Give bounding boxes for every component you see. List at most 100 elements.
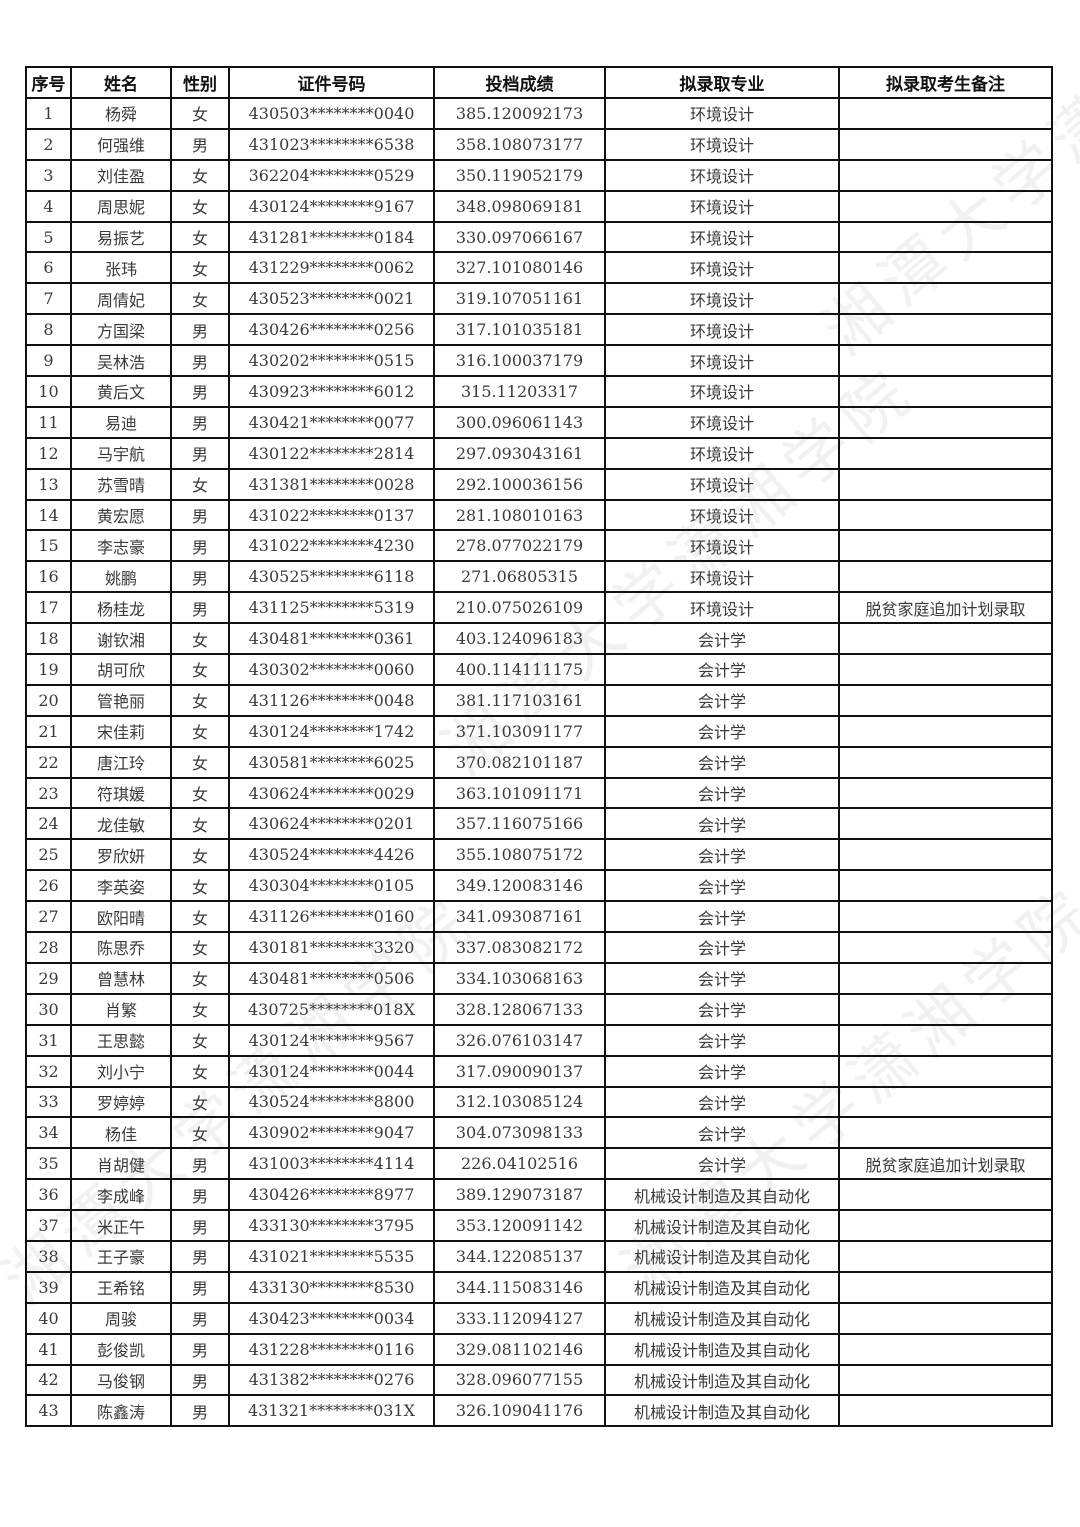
cell-remarks <box>838 158 1053 192</box>
cell-major: 会计学 <box>604 807 840 841</box>
cell-remarks <box>838 405 1053 439</box>
admission-table: 序号 姓名 性别 证件号码 投档成绩 拟录取专业 拟录取考生备注 1 杨舜女 430… <box>25 66 1053 1428</box>
cell-score: 330.097066167 <box>433 220 606 254</box>
cell-id-number: 430481********0506 <box>228 961 435 995</box>
cell-major: 会计学 <box>604 1116 840 1150</box>
cell-score: 337.083082172 <box>433 931 606 964</box>
cell-id-number: 430181********3320 <box>228 931 435 964</box>
cell-score: 363.101091171 <box>433 776 606 810</box>
cell-id-number: 431381********0028 <box>228 467 435 501</box>
cell-remarks <box>838 97 1053 130</box>
cell-name: 符琪媛 <box>70 776 172 810</box>
cell-name: 李英姿 <box>70 869 172 903</box>
cell-major: 会计学 <box>604 900 840 934</box>
cell-gender: 女 <box>170 683 230 717</box>
cell-id-number: 431126********0048 <box>228 683 435 717</box>
table-row: 35 肖胡健男 431003********4114 226.04102516 会计学脱… <box>25 1147 1053 1181</box>
cell-remarks <box>838 683 1053 717</box>
cell-major: 环境设计 <box>604 313 840 347</box>
cell-id-number: 433130********8530 <box>228 1270 435 1304</box>
cell-gender: 男 <box>170 1332 230 1366</box>
cell-id-number: 431021********5535 <box>228 1239 435 1273</box>
cell-index: 37 <box>25 1209 72 1242</box>
cell-id-number: 430624********0029 <box>228 776 435 810</box>
cell-name: 唐江玲 <box>70 745 172 779</box>
cell-remarks <box>838 776 1053 810</box>
cell-major: 机械设计制造及其自动化 <box>604 1239 840 1273</box>
table-row: 21 宋佳莉女 430124********1742 371.103091177 会计学 <box>25 714 1053 748</box>
cell-gender: 女 <box>170 1085 230 1119</box>
cell-name: 李成峰 <box>70 1178 172 1212</box>
table-row: 18 谢钦湘女 430481********0361 403.124096183 会计学 <box>25 622 1053 656</box>
cell-name: 米正午 <box>70 1209 172 1242</box>
header-row: 序号 姓名 性别 证件号码 投档成绩 拟录取专业 拟录取考生备注 <box>25 66 1053 99</box>
cell-id-number: 431228********0116 <box>228 1332 435 1366</box>
cell-index: 43 <box>25 1394 72 1428</box>
cell-name: 周思妮 <box>70 189 172 223</box>
cell-remarks <box>838 127 1053 161</box>
cell-id-number: 430581********6025 <box>228 745 435 779</box>
cell-score: 317.101035181 <box>433 313 606 347</box>
cell-name: 易振艺 <box>70 220 172 254</box>
table-row: 33 罗婷婷女 430524********8800 312.103085124 会计学 <box>25 1085 1053 1119</box>
table-row: 37 米正午男 433130********3795 353.120091142 机械设… <box>25 1209 1053 1242</box>
cell-index: 29 <box>25 961 72 995</box>
cell-index: 39 <box>25 1270 72 1304</box>
cell-gender: 女 <box>170 838 230 872</box>
cell-gender: 男 <box>170 313 230 347</box>
cell-major: 环境设计 <box>604 498 840 532</box>
cell-id-number: 431022********0137 <box>228 498 435 532</box>
cell-remarks <box>838 961 1053 995</box>
table-body: 1 杨舜女 430503********0040 385.120092173 环境设计 2… <box>25 97 1053 1428</box>
cell-id-number: 430423********0034 <box>228 1301 435 1335</box>
cell-index: 24 <box>25 807 72 841</box>
cell-index: 15 <box>25 529 72 563</box>
cell-gender: 女 <box>170 807 230 841</box>
cell-remarks <box>838 344 1053 378</box>
cell-remarks <box>838 251 1053 285</box>
cell-score: 304.073098133 <box>433 1116 606 1150</box>
cell-gender: 女 <box>170 1116 230 1150</box>
cell-gender: 男 <box>170 1239 230 1273</box>
cell-remarks <box>838 436 1053 470</box>
cell-id-number: 431382********0276 <box>228 1363 435 1397</box>
cell-major: 机械设计制造及其自动化 <box>604 1270 840 1304</box>
cell-gender: 男 <box>170 1301 230 1335</box>
cell-score: 344.115083146 <box>433 1270 606 1304</box>
table-row: 4 周思妮女 430124********9167 348.098069181 环境设计 <box>25 189 1053 223</box>
table-row: 2 何强维男 431023********6538 358.108073177 环境设计 <box>25 127 1053 161</box>
cell-name: 罗婷婷 <box>70 1085 172 1119</box>
cell-name: 曾慧林 <box>70 961 172 995</box>
cell-id-number: 431281********0184 <box>228 220 435 254</box>
header-major: 拟录取专业 <box>604 66 840 99</box>
cell-major: 环境设计 <box>604 220 840 254</box>
cell-id-number: 430725********018X <box>228 992 435 1026</box>
cell-gender: 男 <box>170 1394 230 1428</box>
cell-index: 1 <box>25 97 72 130</box>
header-gender: 性别 <box>170 66 230 99</box>
cell-name: 杨佳 <box>70 1116 172 1150</box>
cell-remarks <box>838 1054 1053 1088</box>
cell-remarks <box>838 931 1053 964</box>
cell-id-number: 430524********8800 <box>228 1085 435 1119</box>
cell-remarks <box>838 714 1053 748</box>
cell-score: 281.108010163 <box>433 498 606 532</box>
cell-gender: 男 <box>170 1363 230 1397</box>
cell-score: 355.108075172 <box>433 838 606 872</box>
cell-id-number: 430122********2814 <box>228 436 435 470</box>
cell-name: 宋佳莉 <box>70 714 172 748</box>
cell-index: 9 <box>25 344 72 378</box>
cell-name: 马俊钢 <box>70 1363 172 1397</box>
table-row: 26 李英姿女 430304********0105 349.120083146 会计学 <box>25 869 1053 903</box>
cell-name: 杨舜 <box>70 97 172 130</box>
cell-name: 肖胡健 <box>70 1147 172 1181</box>
cell-major: 会计学 <box>604 931 840 964</box>
cell-gender: 男 <box>170 436 230 470</box>
cell-index: 2 <box>25 127 72 161</box>
cell-score: 358.108073177 <box>433 127 606 161</box>
table-row: 43 陈鑫涛男 431321********031X 326.109041176 机械设… <box>25 1394 1053 1428</box>
cell-gender: 男 <box>170 405 230 439</box>
cell-gender: 女 <box>170 714 230 748</box>
cell-score: 312.103085124 <box>433 1085 606 1119</box>
cell-gender: 男 <box>170 375 230 408</box>
